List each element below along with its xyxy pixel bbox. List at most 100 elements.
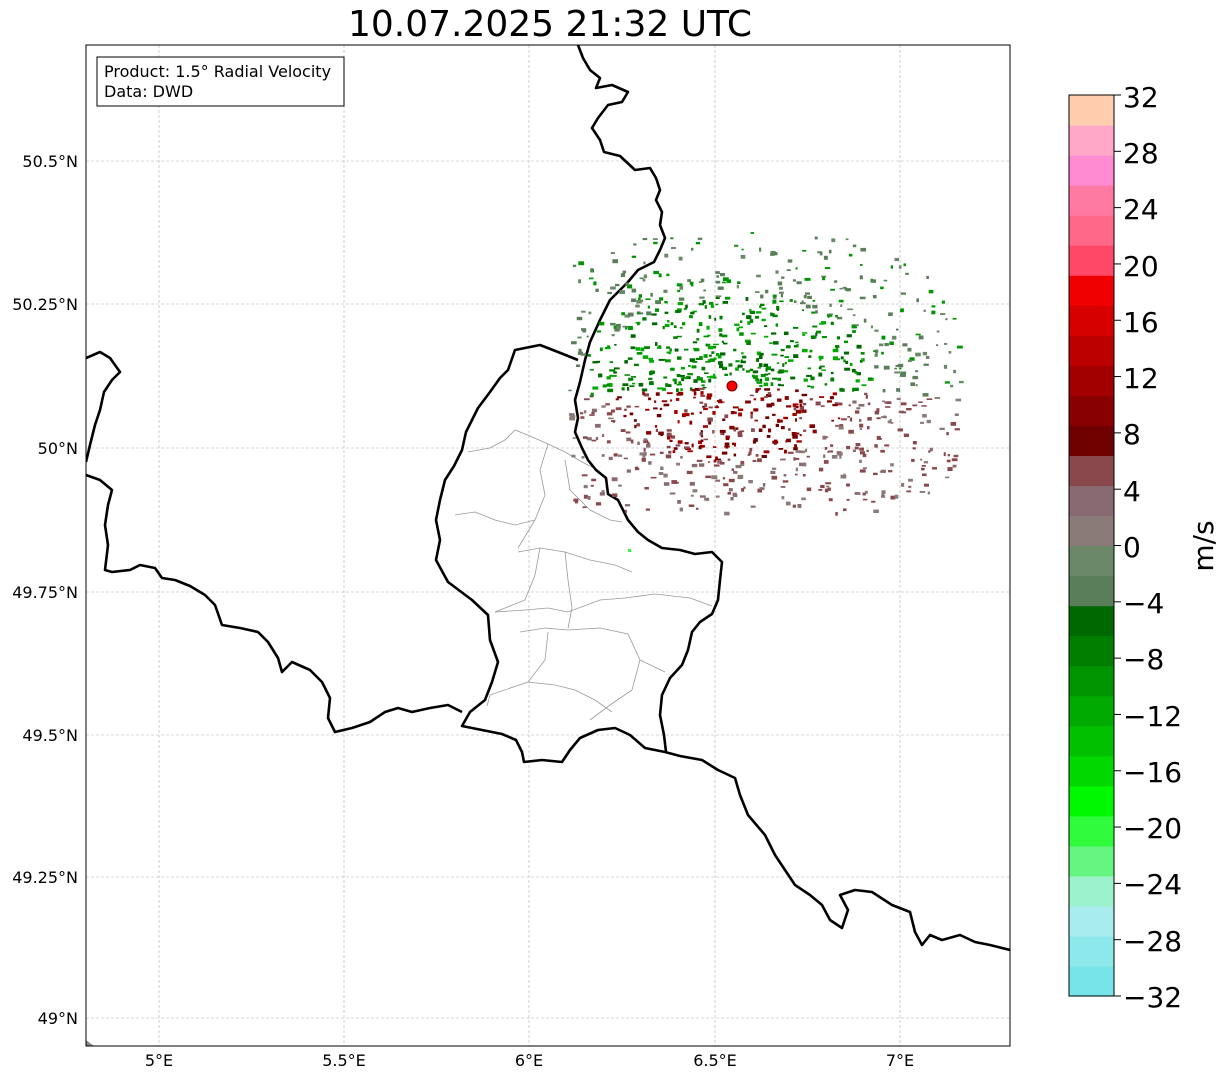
echo-pixel: [689, 281, 694, 285]
echo-pixel: [653, 270, 659, 275]
echo-pixel: [621, 312, 625, 316]
echo-pixel: [660, 466, 664, 470]
echo-pixel: [690, 494, 694, 497]
echo-pixel: [691, 365, 697, 369]
echo-pixel: [572, 264, 577, 268]
echo-pixel: [852, 387, 859, 391]
echo-pixel: [738, 326, 744, 329]
echo-pixel: [881, 493, 885, 496]
echo-pixel: [859, 423, 864, 428]
echo-pixel: [771, 467, 777, 470]
echo-pixel: [785, 440, 788, 443]
echo-pixel: [624, 360, 628, 364]
echo-pixel: [595, 502, 602, 506]
echo-pixel: [690, 311, 695, 315]
echo-pixel: [704, 372, 709, 374]
echo-pixel: [633, 419, 637, 422]
echo-pixel: [740, 463, 745, 466]
colorbar-segment: [1069, 245, 1114, 276]
echo-pixel: [639, 312, 644, 315]
echo-pixel: [858, 404, 865, 407]
echo-pixel: [590, 484, 594, 487]
echo-pixel: [794, 300, 797, 303]
echo-pixel: [796, 432, 800, 435]
echo-pixel: [780, 348, 785, 352]
echo-pixel: [952, 317, 957, 320]
echo-pixel: [663, 289, 668, 293]
echo-pixel: [680, 388, 683, 391]
echo-pixel: [708, 315, 712, 319]
echo-pixel: [846, 288, 851, 292]
echo-pixel: [755, 315, 759, 319]
echo-pixel: [792, 279, 796, 282]
echo-pixel: [635, 347, 640, 351]
border-luxembourg: [434, 343, 1010, 952]
echo-pixel: [764, 335, 769, 338]
echo-pixel: [883, 365, 890, 370]
echo-pixel: [602, 434, 605, 437]
echo-pixel: [689, 315, 693, 319]
echo-pixel: [645, 408, 650, 411]
echo-pixel: [658, 358, 665, 361]
echo-pixel: [623, 414, 627, 418]
echo-pixel: [634, 424, 637, 429]
echo-pixel: [749, 394, 754, 397]
echo-pixel: [903, 433, 909, 437]
echo-pixel: [943, 364, 948, 369]
echo-pixel: [690, 412, 694, 415]
echo-pixel: [832, 356, 838, 361]
echo-pixel: [821, 275, 827, 278]
colorbar-tick: −16: [1123, 756, 1182, 789]
echo-pixel: [699, 495, 706, 498]
echo-pixel: [706, 396, 712, 400]
echo-pixel: [731, 468, 735, 471]
colorbar-segment: [1069, 455, 1114, 487]
echo-pixel: [733, 442, 736, 447]
echo-pixel: [836, 345, 839, 349]
echo-pixel: [706, 393, 713, 397]
echo-pixel: [764, 388, 771, 391]
echo-pixel: [578, 348, 582, 352]
echo-pixel: [840, 356, 844, 360]
echo-pixel: [768, 372, 771, 375]
echo-pixel: [670, 367, 675, 371]
echo-pixel: [784, 396, 789, 400]
echo-pixel: [577, 351, 583, 355]
echo-pixel: [712, 411, 716, 415]
echo-pixel: [633, 243, 637, 246]
echo-pixel: [571, 341, 577, 345]
echo-pixel: [772, 251, 778, 256]
echo-pixel: [795, 405, 799, 409]
echo-pixel: [749, 309, 752, 312]
echo-pixel: [631, 288, 637, 293]
echo-pixel: [831, 238, 836, 243]
echo-pixel: [611, 375, 617, 377]
echo-pixel: [605, 403, 610, 406]
echo-pixel: [750, 505, 756, 508]
echo-pixel: [619, 290, 626, 294]
echo-pixel: [806, 455, 810, 458]
echo-pixel: [635, 322, 641, 324]
echo-pixel: [827, 400, 832, 403]
echo-pixel: [751, 428, 755, 432]
echo-pixel: [948, 351, 952, 354]
echo-pixel: [772, 314, 778, 318]
echo-pixel: [732, 406, 739, 409]
echo-pixel: [572, 437, 576, 439]
echo-pixel: [781, 276, 785, 279]
echo-pixel: [902, 343, 908, 347]
echo-pixel: [807, 295, 812, 299]
echo-pixel: [883, 415, 886, 419]
echo-pixel: [924, 483, 929, 487]
echo-pixel: [622, 270, 627, 274]
echo-pixel: [684, 446, 690, 449]
echo-pixel: [710, 375, 716, 379]
echo-pixel: [689, 481, 695, 486]
echo-pixel: [630, 346, 636, 350]
colorbar-tick: 12: [1123, 362, 1159, 395]
echo-pixel: [854, 446, 859, 450]
echo-pixel: [713, 357, 717, 361]
echo-pixel: [701, 384, 705, 387]
echo-pixel: [854, 370, 858, 374]
echo-pixel: [742, 312, 745, 316]
